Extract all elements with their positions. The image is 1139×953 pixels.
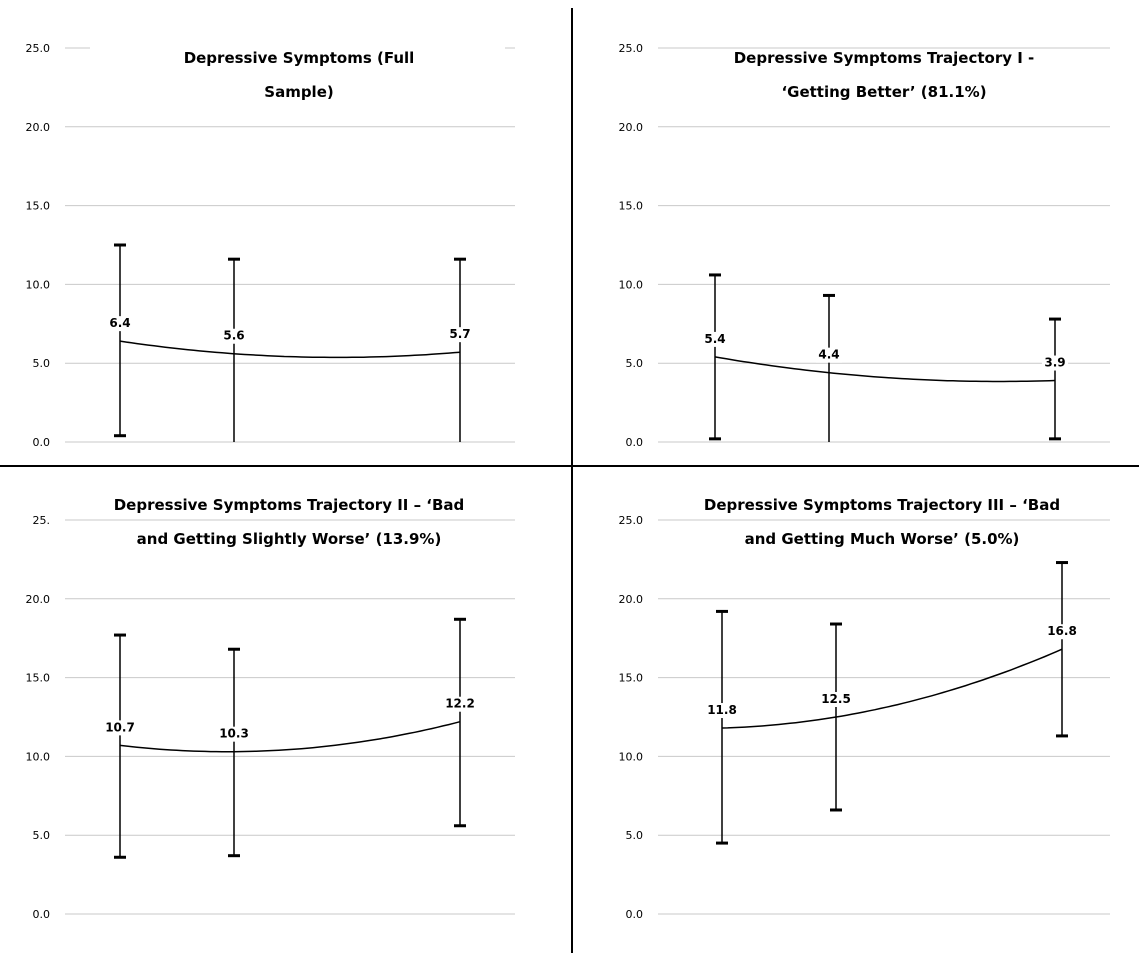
data-label-bg: [103, 720, 137, 736]
y-tick-label: 15.0: [619, 672, 644, 685]
y-tick-label: 10.0: [26, 278, 51, 291]
y-tick-label: 0.0: [33, 908, 51, 921]
y-tick-label: 25.0: [619, 42, 644, 55]
panel-full-sample: 0.0 5.0 10.0 15.0 20.0 25.0 Depressive Symptom…: [26, 42, 515, 449]
data-label: 5.6: [223, 329, 244, 343]
trend-line: [714, 356, 1056, 383]
y-tick-label: 20.0: [26, 593, 51, 606]
trend-line: [119, 720, 461, 753]
y-tick-label: 10.0: [619, 750, 644, 763]
data-label: 6.4: [109, 316, 130, 330]
data-label-bg: [1041, 355, 1069, 371]
data-label: 16.8: [1047, 624, 1077, 638]
data-label: 3.9: [1044, 356, 1065, 370]
data-label: 12.5: [821, 692, 851, 706]
data-label: 12.2: [445, 697, 475, 711]
y-tick-label: 0.0: [33, 436, 51, 449]
trend-line: [721, 648, 1063, 729]
data-label-bg: [815, 347, 843, 363]
data-label: 10.7: [105, 720, 135, 734]
chart-title: Depressive Symptoms (Full: [184, 49, 415, 67]
y-tick-label: 5.0: [33, 829, 51, 842]
data-label-bg: [446, 327, 474, 343]
data-label-bg: [106, 316, 134, 332]
y-tick-label: 5.0: [626, 829, 644, 842]
y-tick-label: 25.: [33, 514, 51, 527]
data-label-bg: [217, 726, 251, 742]
panel-trajectory-1: 0.0 5.0 10.0 15.0 20.0 25.0 Depressive Symptom…: [619, 42, 1110, 449]
y-tick-label: 0.0: [626, 436, 644, 449]
y-tick-label: 25.0: [619, 514, 644, 527]
y-tick-label: 5.0: [33, 357, 51, 370]
y-tick-label: 0.0: [626, 908, 644, 921]
y-tick-label: 5.0: [626, 357, 644, 370]
chart-title: and Getting Much Worse’ (5.0%): [745, 530, 1020, 548]
chart-title: Sample): [264, 83, 333, 101]
data-label-bg: [705, 703, 739, 719]
y-tick-label: 25.0: [26, 42, 51, 55]
y-tick-label: 20.0: [26, 121, 51, 134]
data-label-bg: [819, 692, 853, 707]
chart-title: Depressive Symptoms Trajectory III – ‘Ba…: [704, 496, 1060, 514]
trend-line: [119, 340, 461, 359]
chart-title: Depressive Symptoms Trajectory I -: [734, 49, 1035, 67]
panel-trajectory-3: 0.0 5.0 10.0 15.0 20.0 25.0 Depressive Symptom…: [619, 496, 1110, 921]
data-label-bg: [443, 696, 477, 712]
data-label: 5.7: [449, 327, 470, 341]
y-tick-label: 15.0: [26, 200, 51, 213]
chart-title: ‘Getting Better’ (81.1%): [781, 83, 986, 101]
y-tick-label: 20.0: [619, 593, 644, 606]
data-label-bg: [701, 331, 729, 347]
chart-title: Depressive Symptoms Trajectory II – ‘Bad: [114, 496, 465, 514]
data-label: 5.4: [704, 332, 725, 346]
y-tick-label: 15.0: [619, 200, 644, 213]
panel-trajectory-2: 0.0 5.0 10.0 15.0 20.0 25. Depressive Symptoms…: [26, 496, 515, 921]
data-label-bg: [1045, 624, 1079, 640]
y-tick-label: 10.0: [26, 750, 51, 763]
chart-title: and Getting Slightly Worse’ (13.9%): [137, 530, 442, 548]
y-tick-label: 15.0: [26, 672, 51, 685]
y-tick-label: 10.0: [619, 278, 644, 291]
data-label: 4.4: [818, 348, 839, 362]
data-label: 10.3: [219, 727, 249, 741]
y-tick-label: 20.0: [619, 121, 644, 134]
data-label-bg: [220, 328, 248, 344]
data-label: 11.8: [707, 703, 737, 717]
